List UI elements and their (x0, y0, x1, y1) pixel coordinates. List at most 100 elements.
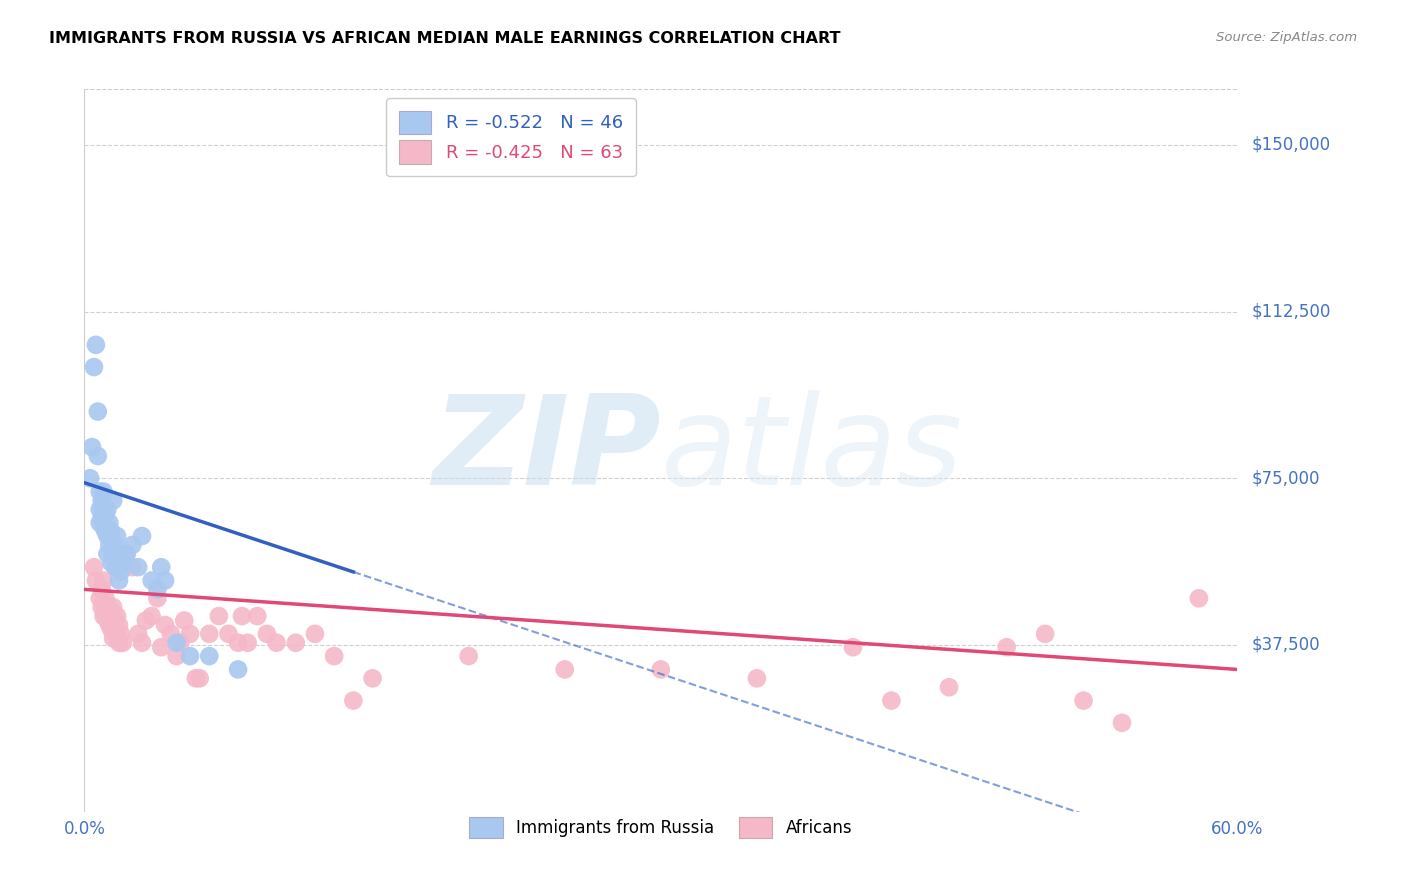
Point (111, 556, 134, 570)
Point (188, 671, 211, 685)
Point (100, 605, 122, 619)
Point (1188, 591, 1211, 606)
Point (90, 600, 112, 615)
Point (89, 516, 111, 530)
Point (108, 547, 131, 561)
Point (179, 627, 201, 641)
Point (89, 502, 111, 516)
Point (93, 520, 115, 534)
Point (135, 614, 157, 628)
Text: $150,000: $150,000 (1251, 136, 1330, 153)
Point (98, 538, 121, 552)
Point (105, 627, 128, 641)
Point (169, 636, 191, 650)
Point (98, 609, 121, 624)
Text: $37,500: $37,500 (1251, 636, 1320, 654)
Point (246, 609, 269, 624)
Point (554, 662, 576, 676)
Point (342, 693, 364, 707)
Point (83, 560, 105, 574)
Point (304, 627, 326, 641)
Point (121, 538, 143, 552)
Text: ZIP: ZIP (432, 390, 661, 511)
Point (995, 640, 1018, 655)
Point (323, 649, 346, 664)
Point (108, 636, 131, 650)
Point (226, 636, 249, 650)
Point (150, 640, 173, 655)
Point (103, 600, 124, 615)
Text: IMMIGRANTS FROM RUSSIA VS AFRICAN MEDIAN MALE EARNINGS CORRELATION CHART: IMMIGRANTS FROM RUSSIA VS AFRICAN MEDIAN… (49, 31, 841, 46)
Point (127, 627, 149, 641)
Point (103, 618, 124, 632)
Point (105, 560, 128, 574)
Point (87, 449, 110, 463)
Point (198, 627, 221, 641)
Point (94, 609, 117, 624)
Point (84, 338, 107, 352)
Point (231, 609, 253, 624)
Point (87, 404, 110, 418)
Point (89, 484, 111, 499)
Point (94, 524, 117, 539)
Point (146, 591, 169, 606)
Point (184, 671, 207, 685)
Point (141, 609, 163, 624)
Point (166, 636, 188, 650)
Point (650, 662, 672, 676)
Point (104, 560, 127, 574)
Point (880, 693, 903, 707)
Point (115, 547, 138, 561)
Point (105, 609, 128, 624)
Point (131, 636, 153, 650)
Point (90, 511, 112, 525)
Point (160, 627, 183, 641)
Point (90, 493, 112, 508)
Text: $112,500: $112,500 (1251, 302, 1330, 320)
Point (100, 524, 122, 539)
Point (1033, 627, 1056, 641)
Point (745, 671, 768, 685)
Point (166, 649, 188, 664)
Point (457, 649, 479, 664)
Point (108, 574, 131, 588)
Point (100, 556, 122, 570)
Legend: Immigrants from Russia, Africans: Immigrants from Russia, Africans (461, 809, 860, 847)
Point (110, 627, 132, 641)
Point (226, 662, 249, 676)
Point (93, 502, 115, 516)
Point (93, 484, 115, 499)
Point (83, 360, 105, 375)
Point (111, 636, 134, 650)
Point (218, 627, 240, 641)
Point (108, 618, 131, 632)
Point (94, 507, 117, 521)
Point (115, 547, 138, 561)
Point (153, 618, 176, 632)
Point (1111, 715, 1133, 730)
Point (256, 627, 278, 641)
Point (98, 516, 121, 530)
Point (198, 649, 221, 664)
Point (842, 640, 865, 655)
Point (110, 565, 132, 579)
Text: atlas: atlas (661, 390, 963, 511)
Point (96, 600, 118, 615)
Point (236, 636, 259, 650)
Point (141, 574, 163, 588)
Text: $75,000: $75,000 (1251, 469, 1320, 487)
Point (96, 529, 118, 543)
Point (104, 538, 127, 552)
Text: Source: ZipAtlas.com: Source: ZipAtlas.com (1216, 31, 1357, 45)
Point (96, 502, 118, 516)
Point (80, 440, 103, 454)
Point (89, 591, 111, 606)
Point (266, 636, 288, 650)
Point (100, 623, 122, 637)
Point (103, 547, 124, 561)
Point (208, 609, 231, 624)
Point (84, 574, 107, 588)
Point (93, 596, 115, 610)
Point (150, 560, 173, 574)
Point (98, 618, 121, 632)
